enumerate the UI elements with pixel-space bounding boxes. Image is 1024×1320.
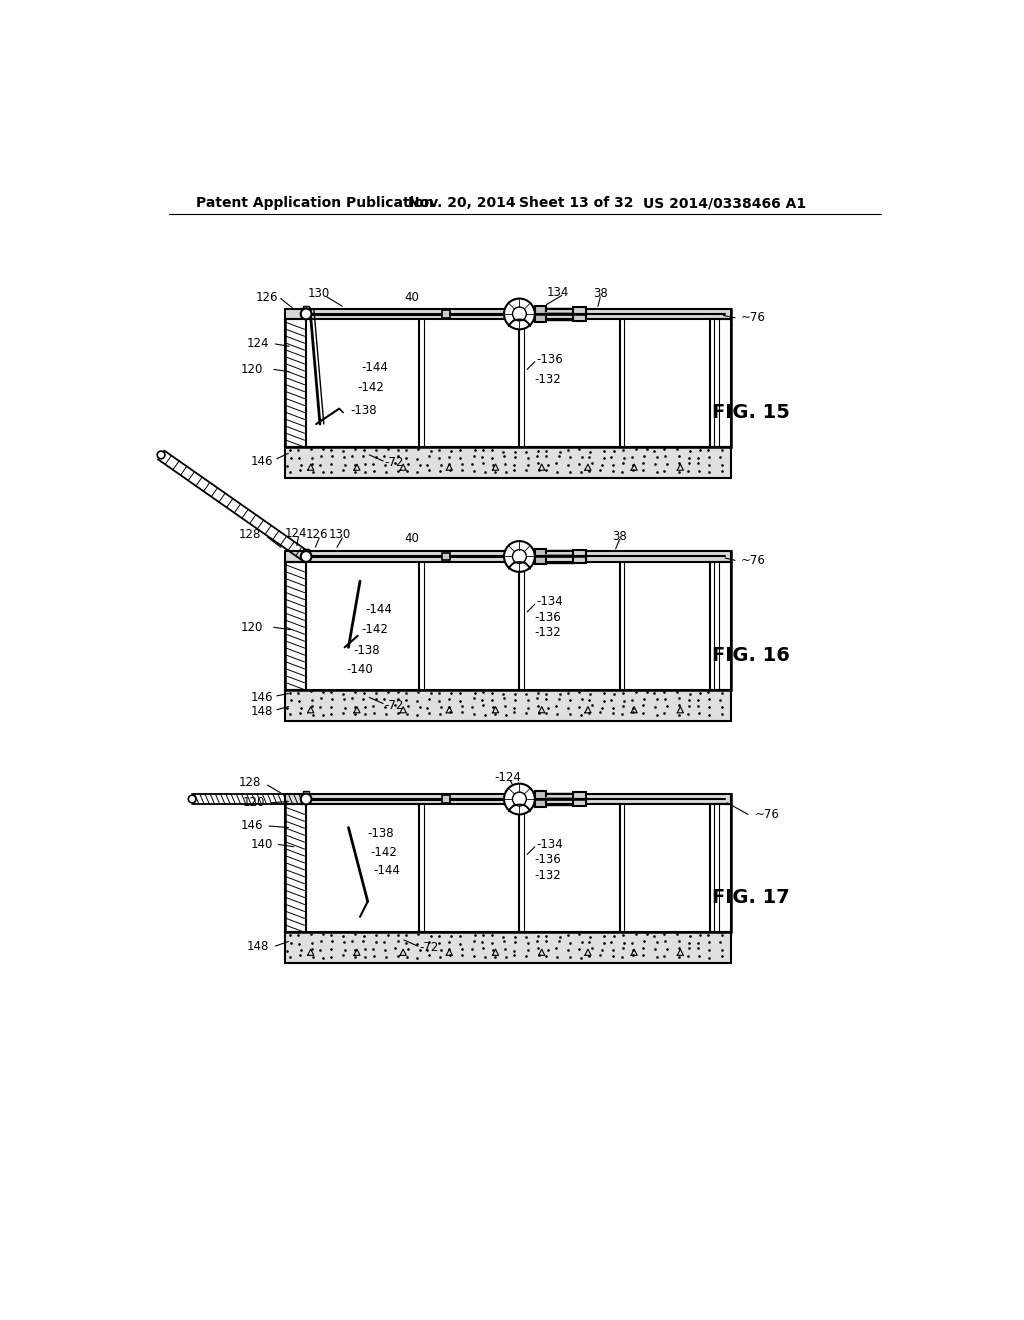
Text: 120: 120	[243, 796, 265, 809]
Bar	[285, 793, 731, 804]
Text: 148: 148	[247, 940, 269, 953]
Text: -132: -132	[535, 626, 561, 639]
Circle shape	[188, 795, 196, 803]
Bar	[285, 689, 731, 721]
Bar	[285, 552, 731, 562]
Text: -138: -138	[350, 404, 377, 417]
Bar	[710, 319, 731, 447]
Circle shape	[504, 541, 535, 572]
Text: US 2014/0338466 A1: US 2014/0338466 A1	[643, 197, 806, 210]
Bar	[285, 932, 731, 964]
Text: -132: -132	[535, 869, 561, 882]
Bar	[573, 308, 586, 321]
Text: -138: -138	[354, 644, 381, 657]
Text: 130: 130	[329, 528, 351, 541]
Text: -142: -142	[357, 380, 385, 393]
Bar	[442, 553, 451, 561]
Text: ~76: ~76	[755, 808, 779, 821]
Text: 146: 146	[251, 454, 273, 467]
Text: -142: -142	[371, 846, 397, 859]
Bar	[285, 552, 731, 689]
Text: FIG. 17: FIG. 17	[712, 888, 790, 907]
Text: 38: 38	[593, 288, 607, 301]
Text: -72: -72	[385, 455, 404, 469]
Bar	[285, 562, 306, 689]
Text: 124: 124	[285, 527, 307, 540]
Text: 148: 148	[251, 705, 273, 718]
Bar	[710, 804, 731, 932]
Text: -138: -138	[368, 828, 394, 841]
Text: 128: 128	[239, 528, 261, 541]
Bar	[710, 562, 731, 689]
Bar	[535, 792, 546, 807]
Text: 120: 120	[241, 363, 263, 376]
Bar	[442, 310, 451, 318]
Text: 124: 124	[247, 338, 269, 351]
Bar	[442, 795, 451, 803]
Circle shape	[301, 552, 311, 562]
Text: 134: 134	[547, 286, 569, 298]
Text: 146: 146	[251, 690, 273, 704]
Text: FIG. 15: FIG. 15	[712, 403, 790, 422]
Text: 40: 40	[404, 532, 419, 545]
Bar	[535, 549, 546, 564]
Circle shape	[301, 309, 311, 319]
Circle shape	[301, 793, 311, 804]
Bar	[285, 804, 306, 932]
Text: 126: 126	[256, 290, 279, 304]
Text: Patent Application Publication: Patent Application Publication	[196, 197, 434, 210]
Text: ~76: ~76	[740, 554, 765, 566]
Text: -72: -72	[419, 941, 438, 954]
Text: 140: 140	[251, 838, 273, 851]
Circle shape	[504, 298, 535, 330]
Bar	[573, 549, 586, 564]
Text: Nov. 20, 2014: Nov. 20, 2014	[408, 197, 515, 210]
Bar	[303, 792, 309, 797]
Text: -136: -136	[537, 352, 563, 366]
Text: ~76: ~76	[740, 312, 765, 325]
Text: 128: 128	[239, 776, 261, 788]
Bar	[285, 447, 731, 478]
Text: 130: 130	[308, 288, 331, 301]
Text: -136: -136	[535, 853, 561, 866]
Circle shape	[512, 792, 526, 807]
Bar	[303, 549, 309, 554]
Bar	[535, 306, 546, 322]
Bar	[285, 793, 731, 932]
Text: Sheet 13 of 32: Sheet 13 of 32	[519, 197, 634, 210]
Circle shape	[158, 451, 165, 459]
Bar	[285, 319, 306, 447]
Bar	[285, 309, 731, 319]
Text: -142: -142	[361, 623, 388, 636]
Text: -134: -134	[537, 595, 563, 609]
Circle shape	[512, 549, 526, 564]
Text: -144: -144	[361, 360, 388, 374]
Bar	[573, 792, 586, 807]
Text: -132: -132	[535, 372, 561, 385]
Circle shape	[512, 308, 526, 321]
Text: -144: -144	[366, 603, 392, 616]
Text: 126: 126	[305, 528, 328, 541]
Text: -136: -136	[535, 611, 561, 624]
Text: 40: 40	[404, 290, 419, 304]
Text: 38: 38	[612, 529, 627, 543]
Text: 146: 146	[241, 820, 263, 833]
Text: -124: -124	[495, 771, 521, 784]
Text: -134: -134	[537, 838, 563, 851]
Circle shape	[504, 784, 535, 814]
Text: FIG. 16: FIG. 16	[712, 645, 790, 664]
Text: -72: -72	[385, 698, 404, 711]
Text: -144: -144	[373, 865, 400, 878]
Text: 120: 120	[241, 620, 263, 634]
Bar	[303, 306, 309, 313]
Bar	[285, 309, 731, 447]
Text: -140: -140	[346, 663, 373, 676]
